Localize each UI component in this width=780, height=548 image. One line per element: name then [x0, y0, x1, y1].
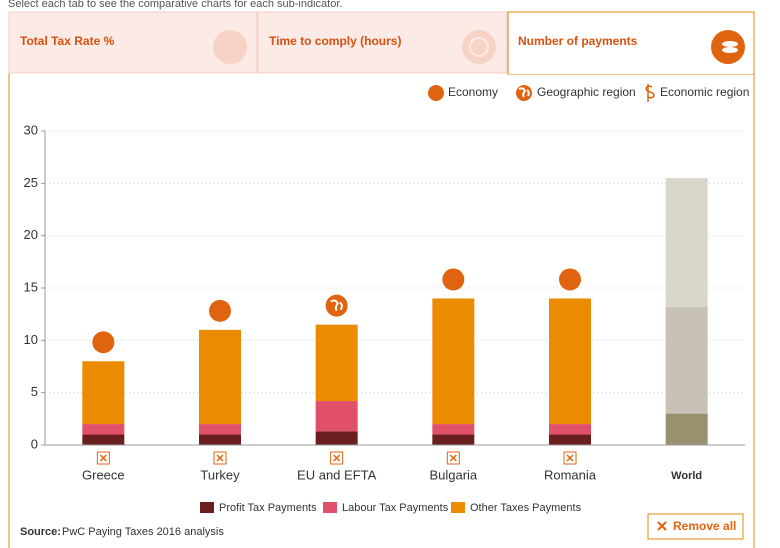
button-label: Remove all	[673, 519, 736, 533]
y-tick-label: 25	[24, 175, 38, 190]
legend-label: Labour Tax Payments	[342, 502, 449, 514]
legend-icon	[518, 87, 530, 98]
marker-icon	[559, 268, 581, 291]
bar-segment	[432, 424, 475, 435]
tab-label: Number of payments	[518, 34, 638, 48]
y-tick-label: 5	[31, 384, 38, 399]
bar-segment	[665, 413, 708, 445]
bar-segment	[315, 401, 358, 432]
legend-swatch	[451, 502, 465, 513]
y-tick-label: 15	[24, 279, 38, 294]
bar-segment	[199, 434, 241, 445]
legend-icon	[645, 84, 655, 102]
tab-label: Total Tax Rate %	[20, 34, 115, 48]
y-tick-label: 0	[31, 436, 38, 451]
marker-icon	[442, 268, 465, 291]
legend-swatch	[200, 502, 214, 513]
legend-icon	[428, 85, 444, 101]
y-tick-label: 20	[24, 227, 38, 242]
legend-swatch	[323, 502, 337, 513]
legend-label: Geographic region	[537, 85, 636, 99]
tab-label: Time to comply (hours)	[269, 34, 401, 48]
remove-x	[333, 454, 341, 462]
bar-segment	[315, 431, 358, 445]
y-tick-label: 10	[24, 332, 38, 347]
tab-icon	[711, 30, 745, 64]
tab-icon	[722, 47, 738, 53]
button-icon	[657, 521, 667, 531]
globe-lines	[330, 299, 343, 312]
marker-icon	[209, 299, 231, 322]
bar-segment	[432, 434, 475, 445]
bar-segment	[199, 424, 241, 435]
panel	[8, 72, 755, 548]
bar-segment	[82, 361, 125, 425]
bar-segment	[665, 178, 708, 307]
x-tick-label: Romania	[544, 467, 597, 482]
legend-label: Economy	[448, 85, 498, 99]
legend-label: Economic region	[660, 85, 749, 99]
bar-segment	[315, 324, 358, 402]
remove-x	[99, 454, 107, 462]
bar-segment	[199, 329, 241, 425]
marker-icon	[92, 331, 115, 354]
bar-segment	[549, 298, 591, 425]
tab-icon	[462, 30, 496, 64]
bar-segment	[549, 424, 591, 435]
remove-x	[216, 454, 224, 462]
remove-x	[449, 454, 457, 462]
tab-icon	[213, 30, 247, 64]
remove-x	[566, 454, 574, 462]
tab-icon	[469, 37, 489, 57]
bar-segment	[432, 298, 475, 425]
x-tick-label: World	[671, 470, 702, 482]
bar-segment	[665, 306, 708, 414]
x-tick-label: Turkey	[200, 467, 240, 482]
x-tick-label: EU and EFTA	[297, 467, 377, 482]
y-tick-label: 30	[24, 122, 38, 137]
x-tick-label: Greece	[82, 467, 125, 482]
x-tick-label: Bulgaria	[429, 467, 477, 482]
bar-segment	[82, 434, 125, 445]
bar-segment	[549, 434, 591, 445]
source-text: PwC Paying Taxes 2016 analysis	[62, 526, 224, 538]
legend-label: Profit Tax Payments	[219, 502, 317, 514]
instruction: Select each tab to see the comparative c…	[8, 0, 342, 10]
tab-icon	[722, 41, 738, 47]
source-label: Source:	[20, 526, 61, 538]
bar-segment	[82, 424, 125, 435]
legend-label: Other Taxes Payments	[470, 502, 582, 514]
